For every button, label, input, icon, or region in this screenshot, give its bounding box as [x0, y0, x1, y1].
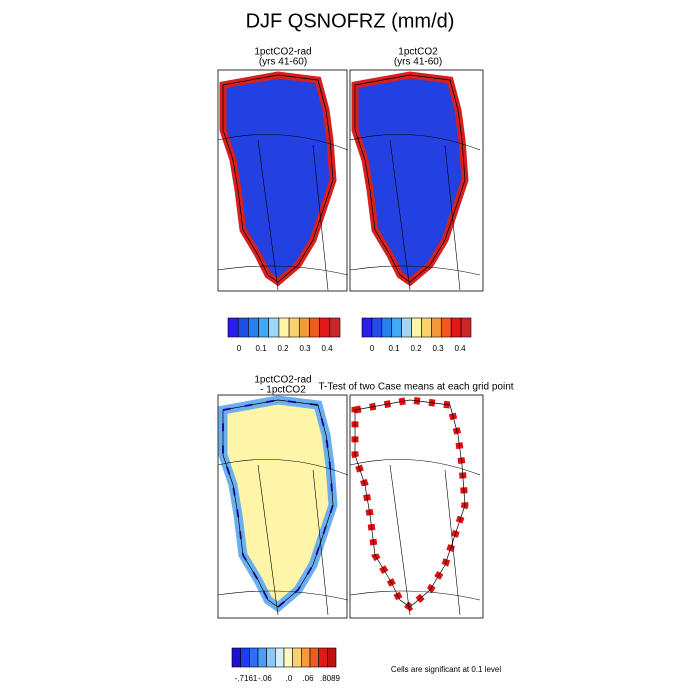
colorbar-box: [258, 317, 270, 338]
colorbar-box: [450, 317, 462, 338]
colorbar-box: [240, 647, 250, 668]
colorbar-box: [327, 647, 337, 668]
colorbar-label: .06: [302, 674, 314, 683]
colorbar-label: 0.3: [432, 344, 444, 353]
colorbar-box: [381, 317, 393, 338]
panel-title: 1pctCO2-rad: [254, 47, 311, 58]
colorbar-box: [283, 647, 293, 668]
colorbar-box: [371, 317, 383, 338]
colorbar-label: 0.1: [255, 344, 267, 353]
colorbar-box: [275, 647, 285, 668]
colorbar-box: [319, 317, 331, 338]
panel-title: (yrs 41-60): [394, 57, 442, 68]
map-panel: [349, 69, 484, 292]
colorbar-box: [292, 647, 302, 668]
colorbar-label: 0.4: [321, 344, 333, 353]
colorbar-box: [257, 647, 267, 668]
note: Cells are significant at 0.1 level: [391, 665, 502, 674]
figure-title: DJF QSNOFRZ (mm/d): [246, 10, 455, 32]
colorbar-box: [227, 317, 239, 338]
panel-title: 1pctCO2-rad: [254, 375, 311, 386]
colorbar-box: [431, 317, 442, 338]
colorbar-label: 0: [370, 344, 375, 353]
colorbar-box: [288, 317, 300, 338]
colorbar-label: 0.4: [454, 344, 466, 353]
colorbar-box: [329, 317, 341, 338]
map-panel: [217, 69, 349, 292]
panel-title: 1pctCO2: [398, 47, 438, 58]
panel-title: - 1pctCO2: [260, 385, 306, 396]
colorbar-box: [421, 317, 432, 338]
colorbar-box: [411, 317, 422, 338]
colorbar-box: [309, 647, 319, 668]
colorbar-box: [391, 317, 402, 338]
map-panel: [349, 394, 484, 619]
colorbar-label: .8089: [320, 674, 341, 683]
colorbar-box: [231, 647, 241, 668]
colorbar-box: [237, 317, 249, 338]
map-panel: [217, 394, 349, 619]
panel-title: (yrs 41-60): [259, 57, 307, 68]
colorbar-label: .0: [286, 674, 293, 683]
colorbar-label: 0.2: [277, 344, 289, 353]
colorbar-label: 0.3: [299, 344, 311, 353]
colorbar-box: [440, 317, 452, 338]
colorbar-box: [278, 317, 290, 338]
panel-title: T-Test of two Case means at each grid po…: [318, 382, 513, 393]
colorbar-box: [301, 647, 311, 668]
colorbar-label: 0.1: [388, 344, 400, 353]
colorbar-box: [318, 647, 328, 668]
colorbar-label: 0.2: [410, 344, 422, 353]
colorbar-box: [298, 317, 310, 338]
colorbar-box: [248, 317, 259, 338]
colorbar-label: -.06: [258, 674, 272, 683]
colorbar-box: [309, 317, 320, 338]
colorbar-box: [249, 647, 259, 668]
colorbar-box: [460, 317, 472, 338]
colorbar-box: [268, 317, 280, 338]
colorbar-box: [361, 317, 373, 338]
colorbar-label: -.7161: [235, 674, 258, 683]
colorbar-box: [401, 317, 412, 338]
colorbar-box: [266, 647, 276, 668]
colorbar-label: 0: [237, 344, 242, 353]
